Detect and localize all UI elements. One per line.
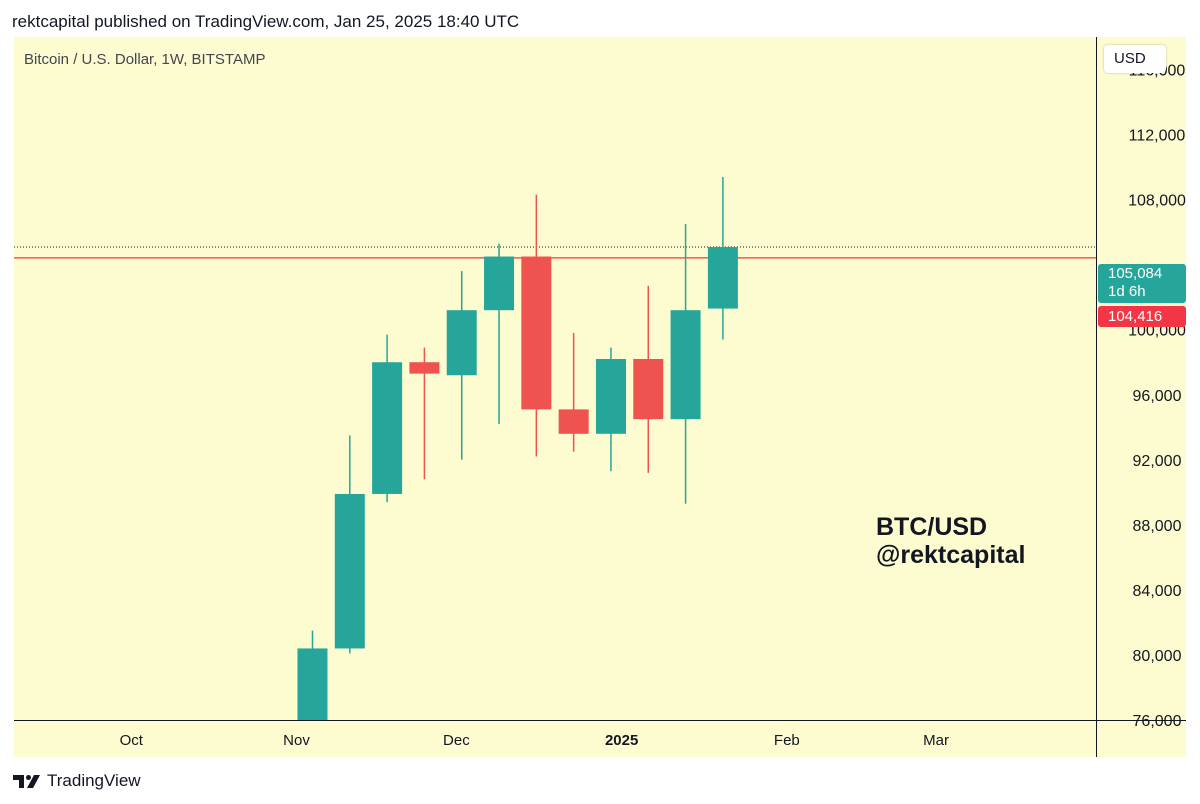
candle-up[interactable] [446, 271, 477, 460]
candlestick-chart[interactable]: 76,00080,00084,00088,00092,00096,000100,… [14, 37, 1186, 757]
candle-down[interactable] [521, 194, 552, 457]
time-axis-label: Mar [923, 732, 949, 749]
candle-up[interactable] [670, 224, 701, 504]
candle-body [558, 409, 589, 434]
bar-countdown-label: 1d 6h [1098, 283, 1186, 303]
candle-body [484, 256, 515, 311]
candle-body [707, 247, 738, 309]
price-axis-label: 112,000 [1129, 128, 1186, 145]
time-axis: Oct Nov Dec 2025 Feb Mar [120, 732, 949, 749]
published-line: rektcapital published on TradingView.com… [12, 12, 520, 31]
price-axis-label: 84,000 [1133, 583, 1182, 600]
candles [297, 176, 738, 720]
time-axis-label: Feb [774, 732, 800, 749]
tradingview-brand-text: TradingView [47, 771, 141, 790]
candle-up[interactable] [297, 630, 328, 720]
price-axis: 76,00080,00084,00088,00092,00096,000100,… [1128, 63, 1186, 730]
tradingview-logo[interactable]: TradingView [13, 768, 141, 794]
candle-body [595, 358, 626, 434]
currency-button[interactable]: USD [1104, 45, 1166, 73]
candle-body [297, 648, 328, 720]
time-axis-label: Oct [120, 732, 144, 749]
symbol-label[interactable]: Bitcoin / U.S. Dollar, 1W, BITSTAMP [24, 51, 266, 68]
price-axis-label: 80,000 [1133, 648, 1182, 665]
chart-area[interactable]: 76,000 80,000 84,000 88,000 92,000 96,000 100,… [14, 37, 1186, 757]
last-price-tag: 105,084 [1098, 264, 1186, 284]
price-axis-label: 96,000 [1133, 388, 1182, 405]
level-price-tag: 104,416 [1098, 306, 1186, 327]
candle-body [409, 362, 440, 374]
candle-body [372, 362, 403, 494]
candle-down[interactable] [409, 347, 440, 480]
candle-body [334, 493, 365, 649]
price-axis-label: 108,000 [1128, 193, 1186, 210]
candle-up[interactable] [595, 347, 626, 472]
candle-up[interactable] [707, 176, 738, 340]
tradingview-logo-icon [13, 775, 40, 788]
candle-body [670, 310, 701, 420]
candle-body [446, 310, 477, 376]
price-axis-label: 88,000 [1133, 518, 1182, 535]
candle-body [521, 256, 552, 410]
candle-up[interactable] [372, 334, 403, 503]
watermark-handle: @rektcapital [876, 541, 1026, 569]
price-axis-label: 92,000 [1133, 453, 1182, 470]
watermark-pair: BTC/USD [876, 513, 988, 541]
candle-down[interactable] [633, 285, 664, 473]
candle-up[interactable] [484, 243, 515, 425]
time-axis-label: Dec [443, 732, 470, 749]
price-axis-label: 76,000 [1133, 713, 1182, 730]
time-axis-label: 2025 [605, 732, 638, 749]
candle-body [633, 358, 664, 420]
candle-down[interactable] [558, 332, 589, 452]
candle-up[interactable] [334, 435, 365, 654]
time-axis-label: Nov [283, 732, 310, 749]
author-watermark: BTC/USD @rektcapital [876, 513, 1025, 569]
